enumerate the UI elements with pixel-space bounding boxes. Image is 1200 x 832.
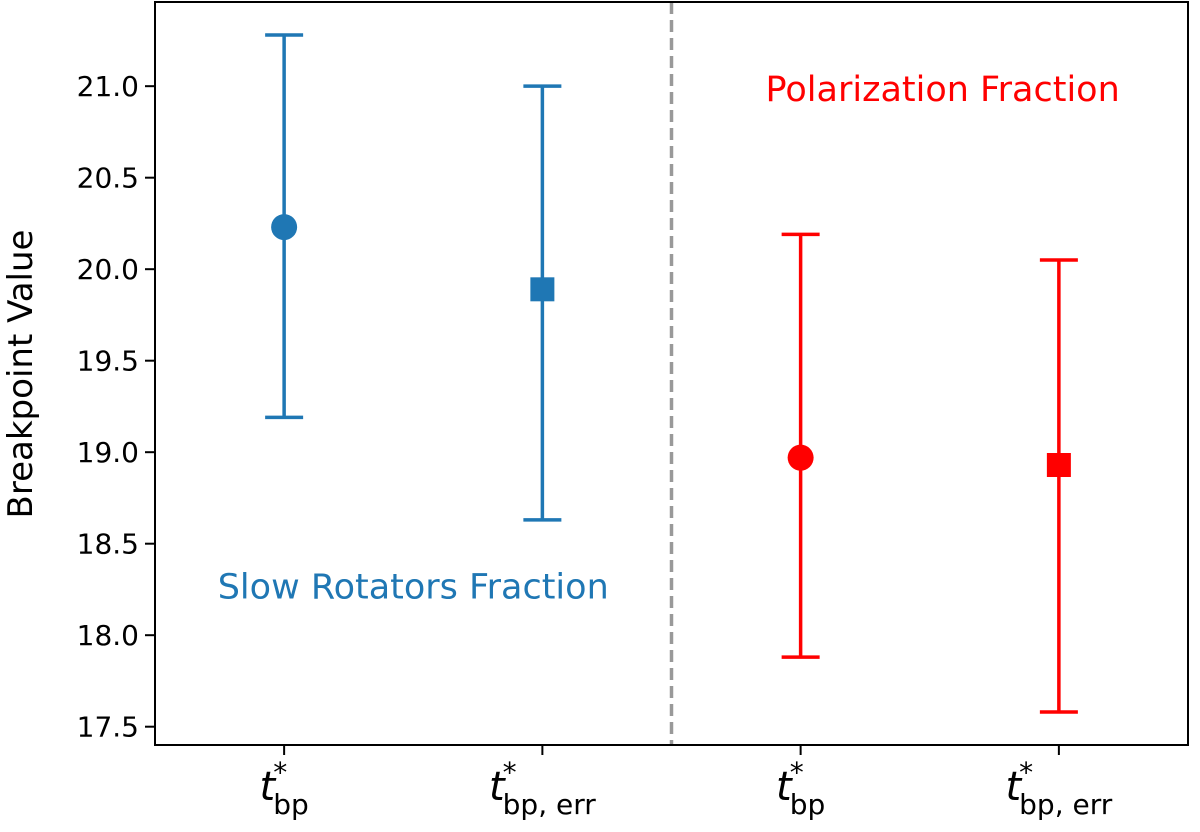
x-tick-label: t* bp [260,756,309,821]
x-tick-label: t* bp, err [489,756,596,821]
data-point-square [1046,453,1071,478]
data-point-square [530,277,555,302]
x-tick-label: t* bp, err [1005,756,1112,821]
y-tick-label: 18.5 [77,528,139,561]
y-tick-label: 19.0 [77,436,139,469]
y-tick-label: 17.5 [77,711,139,744]
y-tick-label: 21.0 [77,70,139,103]
data-point-circle [271,214,298,241]
plot-frame [154,1,1189,746]
annotation-text: Polarization Fraction [766,70,1120,110]
y-tick-label: 20.0 [77,253,139,286]
y-tick-label: 18.0 [77,619,139,652]
y-tick-label: 19.5 [77,345,139,378]
annotation-text: Slow Rotators Fraction [218,568,609,608]
y-axis-label: Breakpoint Value [1,230,41,519]
x-tick-label: t* bp [776,756,825,821]
data-point-circle [787,444,814,471]
y-tick-label: 20.5 [77,162,139,195]
